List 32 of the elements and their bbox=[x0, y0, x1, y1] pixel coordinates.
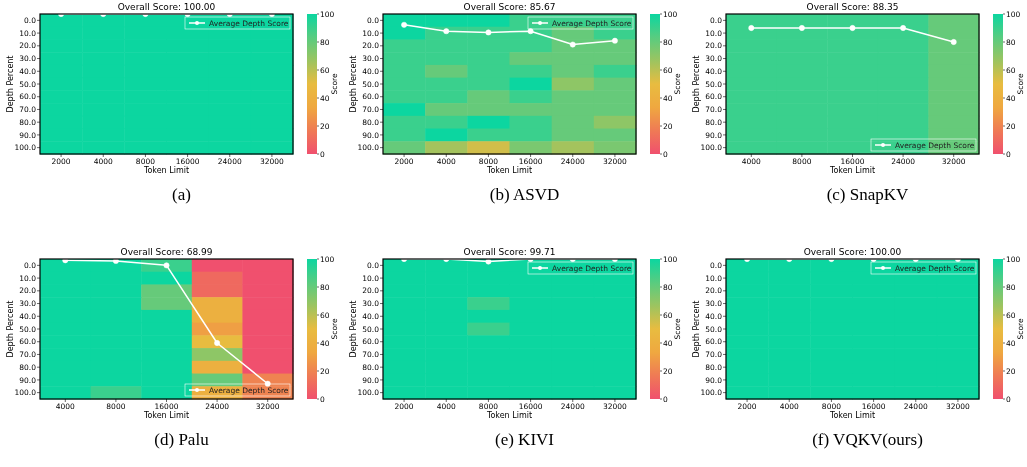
text: (e) KIVI bbox=[495, 430, 555, 449]
chart-title: Overall Score: 99.71 bbox=[463, 247, 556, 257]
point bbox=[527, 28, 534, 35]
y-axis-title: Depth Percent bbox=[6, 55, 15, 113]
x-axis-title: Token Limit bbox=[485, 411, 533, 420]
text: (a) bbox=[172, 185, 191, 204]
point bbox=[163, 262, 170, 269]
y-axis-title: Depth Percent bbox=[6, 300, 15, 358]
x-axis-title: Token Limit bbox=[142, 411, 190, 420]
point bbox=[443, 28, 450, 35]
point bbox=[485, 29, 492, 36]
text: (b) ASVD bbox=[489, 185, 560, 204]
x-axis-title: Token Limit bbox=[485, 166, 533, 175]
chart-title: Overall Score: 88.35 bbox=[806, 2, 899, 12]
point bbox=[569, 41, 576, 48]
chart-title: Overall Score: 68.99 bbox=[120, 247, 213, 257]
x-axis-title: Token Limit bbox=[828, 166, 876, 175]
chart-title: Overall Score: 100.00 bbox=[117, 2, 216, 12]
text: (c) SnapKV bbox=[826, 185, 910, 204]
y-axis-title: Depth Percent bbox=[349, 55, 358, 113]
text: (d) Palu bbox=[154, 430, 210, 449]
text: (f) VQKV(ours) bbox=[812, 430, 923, 449]
chart-title: Overall Score: 100.00 bbox=[803, 247, 902, 257]
y-axis-title: Depth Percent bbox=[692, 55, 701, 113]
point bbox=[214, 340, 220, 346]
chart-title: Overall Score: 85.67 bbox=[463, 2, 556, 12]
y-axis-title: Depth Percent bbox=[349, 300, 358, 358]
x-axis-title: Token Limit bbox=[828, 411, 876, 420]
x-axis-title: Token Limit bbox=[142, 166, 190, 175]
point bbox=[401, 21, 407, 28]
y-axis-title: Depth Percent bbox=[692, 300, 701, 358]
point bbox=[612, 37, 618, 44]
